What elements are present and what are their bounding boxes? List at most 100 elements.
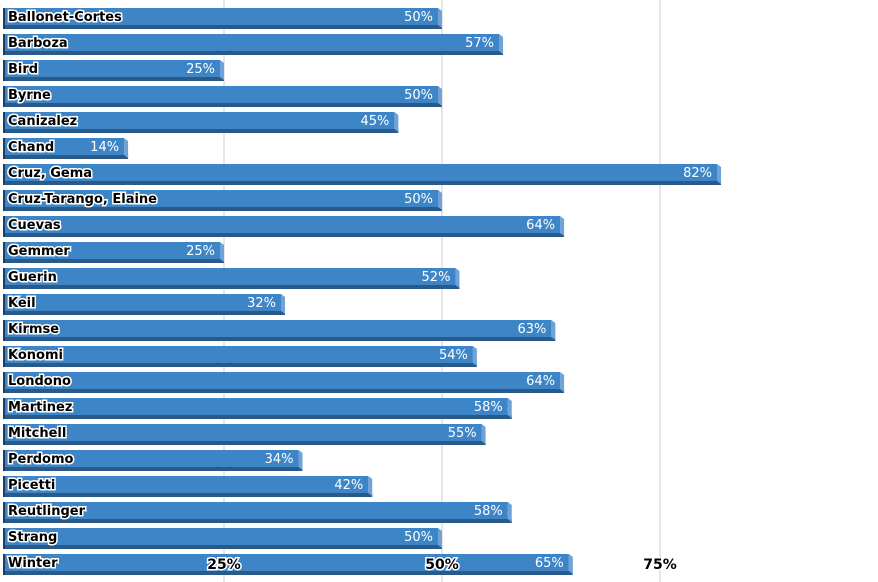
- bar-group: Strang 50%: [3, 528, 442, 549]
- data-label: 55%: [448, 426, 477, 441]
- category-label: Martinez: [8, 400, 72, 415]
- data-label: 63%: [517, 322, 546, 337]
- bar-edge: [3, 86, 5, 107]
- bar-group: Keil 32%: [3, 294, 286, 315]
- data-label: 64%: [526, 218, 555, 233]
- bar-edge: [3, 138, 5, 159]
- bar: [3, 86, 438, 103]
- bar-shadow: [3, 311, 286, 315]
- data-label: 58%: [474, 400, 503, 415]
- bar-shadow: [3, 571, 573, 575]
- bar-group: Cruz, Gema 82%: [3, 164, 722, 185]
- bar-shadow: [3, 545, 442, 549]
- data-label: 50%: [404, 88, 433, 103]
- data-label: 34%: [265, 452, 294, 467]
- bar-group: Perdomo 34%: [3, 450, 303, 471]
- bar-shadow: [3, 467, 303, 471]
- bar: [3, 450, 299, 467]
- bar-edge: [3, 268, 5, 289]
- bar-edge: [3, 450, 5, 471]
- bar-side: [507, 398, 512, 418]
- bar: [3, 372, 561, 389]
- bar-shadow: [3, 519, 512, 523]
- category-label: Konomi: [8, 348, 63, 363]
- bar: [3, 294, 282, 311]
- bar: [3, 528, 438, 545]
- data-label: 14%: [90, 140, 119, 155]
- bar: [3, 268, 456, 285]
- category-label: Ballonet-Cortes: [8, 10, 122, 25]
- data-label: 58%: [474, 504, 503, 519]
- bar-shadow: [3, 441, 486, 445]
- bar-shadow: [3, 77, 224, 81]
- bar-edge: [3, 372, 5, 393]
- bar-shadow: [3, 493, 373, 497]
- bar-edge: [3, 164, 5, 185]
- data-label: 50%: [404, 530, 433, 545]
- bar-side: [438, 8, 442, 28]
- bar: [3, 112, 395, 129]
- category-label: Keil: [8, 296, 36, 311]
- bar: [3, 8, 438, 25]
- bar-group: Barboza 57%: [3, 34, 504, 55]
- bar-group: Cuevas 64%: [3, 216, 565, 237]
- category-label: Strang: [8, 530, 57, 545]
- data-label: 54%: [439, 348, 468, 363]
- bar-shadow: [3, 337, 556, 341]
- bar-edge: [3, 398, 5, 419]
- bar-shadow: [3, 155, 129, 159]
- bar-shadow: [3, 181, 722, 185]
- bar-side: [507, 502, 512, 522]
- bar-group: Picetti 42%: [3, 476, 373, 497]
- category-label: Perdomo: [8, 452, 74, 467]
- bar-side: [438, 528, 442, 548]
- data-label: 25%: [186, 62, 215, 77]
- bar-side: [124, 138, 129, 158]
- bar-edge: [3, 424, 5, 445]
- data-label: 50%: [404, 10, 433, 25]
- category-label: Bird: [8, 62, 38, 77]
- x-tick-label: 75%: [643, 557, 677, 573]
- bar-side: [472, 346, 477, 366]
- bar: [3, 164, 718, 181]
- data-label: 65%: [535, 556, 564, 571]
- data-label: 32%: [247, 296, 276, 311]
- bar-side: [220, 242, 224, 262]
- bar-group: Ballonet-Cortes 50%: [3, 8, 442, 29]
- bar-edge: [3, 216, 5, 237]
- bar-side: [717, 164, 722, 184]
- bar-group: Winter 65%: [3, 554, 573, 575]
- category-label: Barboza: [8, 36, 68, 51]
- bar-side: [551, 320, 556, 340]
- bar-side: [560, 216, 565, 236]
- bar-shadow: [3, 415, 512, 419]
- bar-edge: [3, 34, 5, 55]
- x-tick-label: 50%: [425, 557, 459, 573]
- data-label: 42%: [334, 478, 363, 493]
- bar-edge: [3, 190, 5, 211]
- bar-group: Cruz-Tarango, Elaine 50%: [3, 190, 442, 211]
- bar-group: Kirmse 63%: [3, 320, 556, 341]
- bar-edge: [3, 502, 5, 523]
- category-label: Winter: [8, 556, 58, 571]
- bar: [3, 398, 508, 415]
- category-label: Gemmer: [8, 244, 70, 259]
- category-label: Cruz-Tarango, Elaine: [8, 192, 157, 207]
- bar-group: Konomi 54%: [3, 346, 477, 367]
- bar: [3, 320, 552, 337]
- category-label: Byrne: [8, 88, 51, 103]
- bar: [3, 424, 482, 441]
- bar-edge: [3, 60, 5, 81]
- bar-side: [298, 450, 303, 470]
- bar: [3, 476, 369, 493]
- bar-shadow: [3, 389, 565, 393]
- bar-group: Canizalez 45%: [3, 112, 399, 133]
- bar-group: Martinez 58%: [3, 398, 512, 419]
- bar-shadow: [3, 363, 477, 367]
- category-label: Guerin: [8, 270, 57, 285]
- bar-side: [438, 86, 442, 106]
- bar-group: Chand 14%: [3, 138, 129, 159]
- bar-shadow: [3, 103, 442, 107]
- bar-edge: [3, 112, 5, 133]
- bar: [3, 554, 569, 571]
